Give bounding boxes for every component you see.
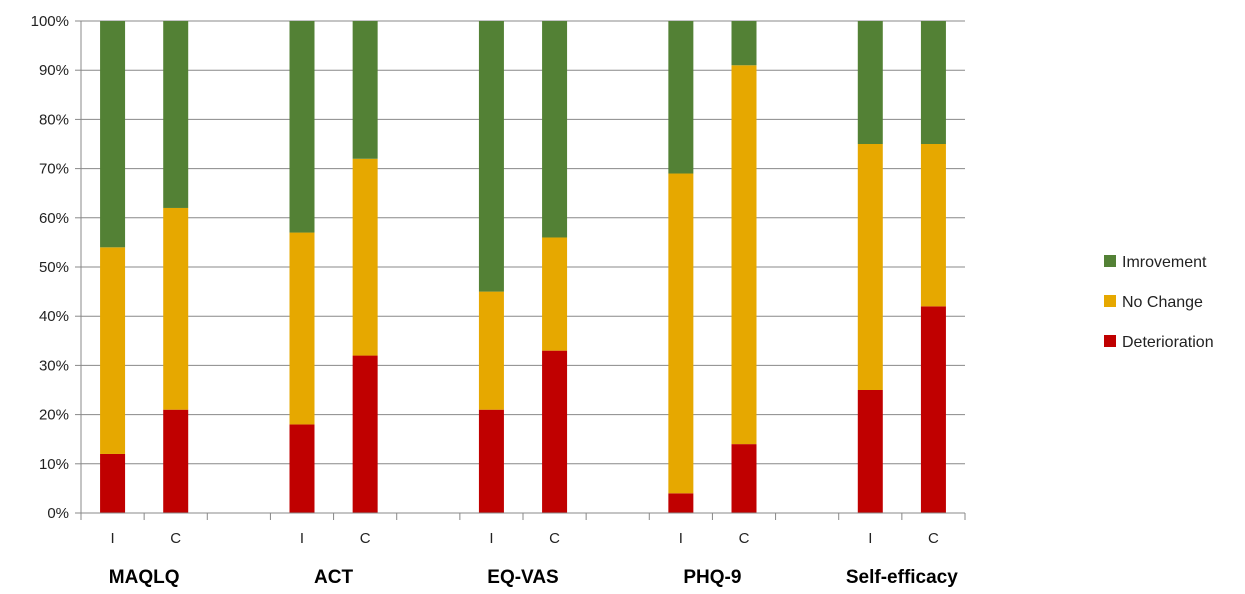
y-tick-label: 70%	[39, 161, 69, 178]
bar-segment-imrovement	[857, 21, 883, 144]
bar-segment-imrovement	[668, 21, 694, 174]
x-sub-label: C	[360, 530, 371, 547]
y-tick-label: 60%	[39, 210, 69, 227]
bar-segment-deterioration	[352, 355, 378, 513]
legend-label: No Change	[1122, 294, 1203, 311]
bar-segment-imrovement	[100, 21, 126, 248]
legend: Imrovement No Change Deterioration	[1104, 254, 1214, 351]
y-tick-label: 50%	[39, 259, 69, 276]
legend-swatch	[1104, 255, 1116, 267]
y-tick-label: 10%	[39, 456, 69, 473]
x-sub-label: I	[868, 530, 872, 547]
bar-segment-deterioration	[289, 424, 315, 513]
bar-segment-deterioration	[668, 493, 694, 513]
bar-segment-deterioration	[857, 390, 883, 513]
bar-segment-imrovement	[478, 21, 504, 292]
grid-layer	[81, 20, 965, 514]
x-sub-label: I	[300, 530, 304, 547]
legend-swatch	[1104, 335, 1116, 347]
x-group-label: MAQLQ	[109, 567, 180, 588]
y-tick-label: 100%	[31, 13, 69, 30]
bar-segment-deterioration	[920, 306, 946, 513]
legend-label: Imrovement	[1122, 254, 1207, 271]
x-sub-label: C	[170, 530, 181, 547]
bar-segment-no-change	[920, 144, 946, 307]
x-sub-label: I	[679, 530, 683, 547]
x-group-label: EQ-VAS	[487, 567, 558, 588]
bar-segment-no-change	[668, 173, 694, 494]
y-tick-label: 90%	[39, 62, 69, 79]
bar-segment-deterioration	[731, 444, 757, 513]
bar-segment-deterioration	[542, 350, 568, 513]
bar-segment-no-change	[857, 144, 883, 390]
y-tick-label: 20%	[39, 407, 69, 424]
bar-segment-imrovement	[542, 21, 568, 238]
bar-segment-no-change	[100, 247, 126, 454]
bar-segment-no-change	[352, 158, 378, 356]
y-tick-label: 0%	[47, 505, 69, 522]
bar-segment-deterioration	[163, 409, 189, 513]
x-sub-label: C	[739, 530, 750, 547]
legend-swatch	[1104, 295, 1116, 307]
bar-segment-no-change	[289, 232, 315, 425]
legend-label: Deterioration	[1122, 334, 1214, 351]
bar-segment-no-change	[163, 207, 189, 410]
bar-segment-imrovement	[731, 21, 757, 66]
x-group-label: Self-efficacy	[846, 567, 958, 588]
x-sub-label: C	[928, 530, 939, 547]
y-tick-label: 80%	[39, 111, 69, 128]
x-sub-label: C	[549, 530, 560, 547]
y-tick-label: 30%	[39, 357, 69, 374]
bar-segment-imrovement	[163, 21, 189, 208]
bar-segment-deterioration	[100, 453, 126, 513]
bar-segment-no-change	[542, 237, 568, 351]
x-group-label: PHQ-9	[683, 567, 741, 588]
bars-layer	[100, 21, 946, 513]
bar-segment-deterioration	[478, 409, 504, 513]
y-tick-label: 40%	[39, 308, 69, 325]
x-sub-label: I	[489, 530, 493, 547]
bar-segment-imrovement	[352, 21, 378, 159]
bar-segment-no-change	[478, 291, 504, 410]
bar-segment-no-change	[731, 65, 757, 445]
bar-segment-imrovement	[289, 21, 315, 233]
bar-segment-imrovement	[920, 21, 946, 144]
axis-layer: 0% 10% 20% 30% 40% 50% 60% 70% 80% 90% 100% I C I C I C I…	[31, 13, 966, 588]
x-group-label: ACT	[314, 567, 353, 588]
x-sub-label: I	[110, 530, 114, 547]
